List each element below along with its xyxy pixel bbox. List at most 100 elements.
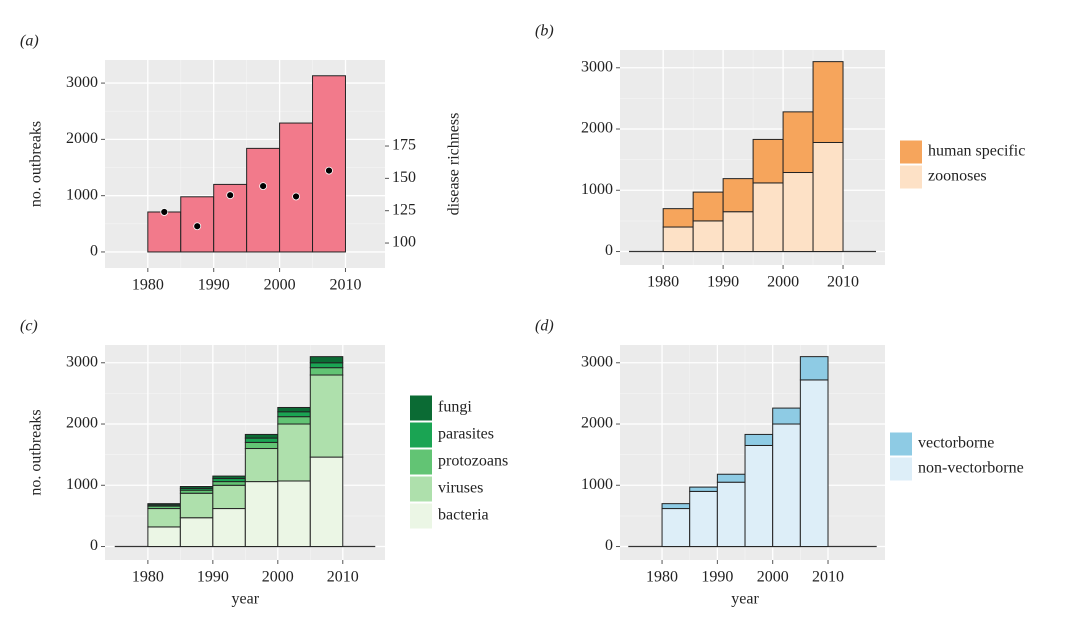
- bar: [662, 226, 694, 253]
- bar: [312, 75, 346, 253]
- x-tick-label: 2010: [827, 274, 859, 291]
- bar: [722, 211, 754, 253]
- bar: [309, 456, 344, 548]
- bar: [244, 433, 279, 439]
- bar: [692, 191, 724, 222]
- legend-label: human specific: [928, 143, 1025, 160]
- bar: [662, 208, 694, 228]
- y-tick-label: 0: [605, 242, 613, 259]
- legend-label: vectorborne: [918, 435, 994, 452]
- bar: [277, 406, 311, 413]
- x-axis-label: year: [232, 591, 260, 608]
- y-tick-label: 1000: [66, 476, 98, 493]
- bar: [277, 416, 311, 425]
- panel-label: (b): [535, 23, 554, 40]
- legend-label: viruses: [438, 480, 483, 497]
- bar: [716, 481, 746, 548]
- bar: [277, 480, 311, 548]
- legend-label: protozoans: [438, 453, 508, 470]
- y-tick-label: 2000: [66, 415, 98, 432]
- bar: [244, 448, 279, 483]
- bar: [179, 485, 214, 489]
- y-tick-label: 1000: [581, 476, 613, 493]
- x-tick-label: 1980: [132, 569, 164, 586]
- bar: [689, 486, 718, 492]
- x-tick-label: 1990: [701, 569, 733, 586]
- bar: [772, 423, 801, 548]
- bar: [722, 178, 754, 213]
- y-tick-label: 3000: [66, 353, 98, 370]
- x-tick-label: 2010: [812, 569, 844, 586]
- y-tick-label: 2000: [581, 120, 613, 137]
- bar: [661, 508, 691, 548]
- bar: [147, 503, 181, 506]
- bar: [212, 475, 246, 480]
- bar: [716, 473, 746, 483]
- bar: [179, 517, 214, 548]
- legend-label: parasites: [438, 426, 494, 443]
- x-tick-label: 2010: [327, 569, 359, 586]
- bar: [309, 356, 344, 364]
- x-tick-label: 1980: [132, 277, 164, 294]
- bar: [309, 374, 344, 458]
- bar: [212, 508, 246, 548]
- bar: [244, 481, 279, 548]
- bar: [279, 122, 314, 253]
- bar: [744, 433, 774, 446]
- bar: [799, 356, 829, 381]
- bar: [309, 362, 344, 369]
- x-axis-label: year: [731, 591, 759, 608]
- x-tick-label: 1980: [646, 569, 678, 586]
- x-tick-label: 1980: [647, 274, 679, 291]
- y-tick-label: 0: [90, 243, 98, 260]
- y-tick-label: 3000: [66, 74, 98, 91]
- point: [259, 182, 268, 191]
- legend-swatch: [890, 432, 912, 456]
- y2-axis-label: disease richness: [446, 113, 463, 216]
- bar: [782, 172, 814, 253]
- x-tick-label: 1990: [198, 277, 230, 294]
- panel-label: (a): [20, 33, 39, 50]
- y2-tick-label: 100: [392, 234, 416, 251]
- bar: [772, 407, 801, 425]
- bar: [244, 441, 279, 450]
- bar: [309, 367, 344, 376]
- point: [292, 192, 300, 201]
- bar: [799, 379, 829, 548]
- legend-swatch: [410, 476, 432, 502]
- bar: [744, 444, 774, 548]
- bar: [692, 220, 724, 253]
- bar: [246, 147, 281, 253]
- bar: [277, 423, 311, 482]
- x-tick-label: 1990: [197, 569, 229, 586]
- y-tick-label: 2000: [581, 415, 613, 432]
- legend-swatch: [410, 395, 432, 421]
- y-tick-label: 0: [605, 537, 613, 554]
- bar: [147, 526, 181, 548]
- point: [226, 191, 235, 200]
- x-tick-label: 2000: [757, 569, 789, 586]
- panel-label: (d): [535, 318, 554, 335]
- point: [160, 208, 169, 216]
- legend-swatch: [410, 422, 432, 448]
- panel-label: (c): [20, 318, 38, 335]
- y-tick-label: 3000: [581, 353, 613, 370]
- y-tick-label: 0: [90, 537, 98, 554]
- y2-tick-label: 175: [392, 137, 416, 154]
- x-tick-label: 2000: [767, 274, 799, 291]
- x-tick-label: 1990: [707, 274, 739, 291]
- legend-label: zoonoses: [928, 168, 987, 185]
- bar: [812, 141, 844, 253]
- y-tick-label: 2000: [66, 130, 98, 147]
- bar: [277, 411, 311, 418]
- legend-swatch: [890, 457, 912, 481]
- legend-swatch: [900, 140, 922, 164]
- y2-tick-label: 125: [392, 201, 416, 218]
- y-tick-label: 3000: [581, 58, 613, 75]
- bar: [812, 61, 844, 143]
- bar: [147, 211, 182, 253]
- y2-tick-label: 150: [392, 169, 416, 186]
- bar: [661, 503, 691, 510]
- bar: [179, 492, 214, 519]
